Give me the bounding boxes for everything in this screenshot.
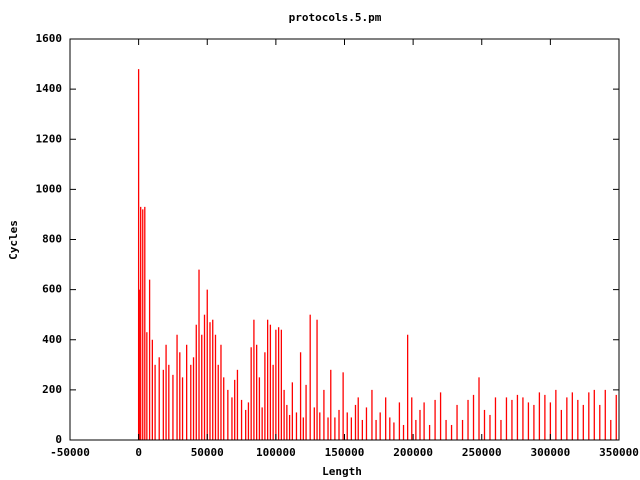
y-tick-label: 1000 xyxy=(36,182,63,195)
y-axis-label: Cycles xyxy=(7,220,20,260)
x-tick-label: 150000 xyxy=(325,446,365,459)
x-tick-label: 50000 xyxy=(191,446,224,459)
y-tick-label: 1400 xyxy=(36,82,63,95)
x-tick-label: 200000 xyxy=(393,446,433,459)
x-tick-label: 0 xyxy=(135,446,142,459)
y-tick-label: 400 xyxy=(42,333,62,346)
x-tick-label: 100000 xyxy=(256,446,296,459)
y-tick-label: 1600 xyxy=(36,32,63,45)
x-tick-label: -50000 xyxy=(50,446,90,459)
chart-title: protocols.5.pm xyxy=(289,11,382,24)
plot-border xyxy=(69,38,620,441)
y-tick-label: 1200 xyxy=(36,132,63,145)
y-tick-label: 800 xyxy=(42,233,62,246)
x-tick-label: 350000 xyxy=(599,446,639,459)
y-tick-label: 0 xyxy=(55,433,62,446)
y-tick-label: 200 xyxy=(42,383,62,396)
x-axis-label: Length xyxy=(322,465,362,478)
y-tick-label: 600 xyxy=(42,283,62,296)
x-tick-label: 300000 xyxy=(531,446,571,459)
x-tick-label: 250000 xyxy=(462,446,502,459)
